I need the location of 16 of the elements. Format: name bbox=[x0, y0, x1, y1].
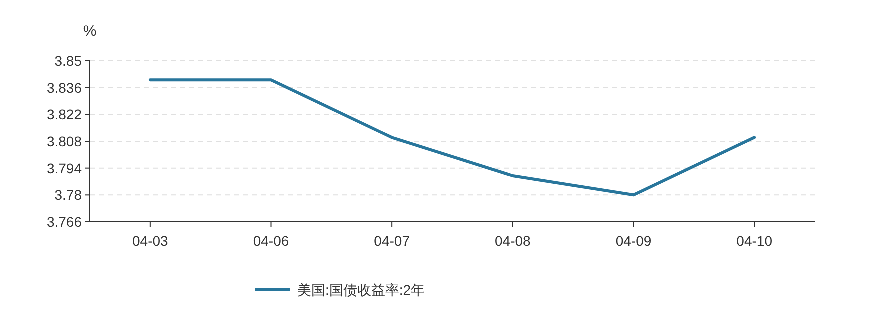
y-tick-label: 3.85 bbox=[54, 53, 82, 69]
y-tick-label: 3.78 bbox=[54, 187, 82, 204]
line-series bbox=[148, 78, 756, 197]
x-tick-label: 04-09 bbox=[616, 233, 652, 249]
x-tick-label: 04-07 bbox=[374, 233, 410, 249]
x-tick-label: 04-08 bbox=[495, 233, 532, 249]
y-tick-label: 3.822 bbox=[46, 106, 82, 123]
x-tick-label: 04-03 bbox=[132, 233, 169, 249]
y-tick-label: 3.794 bbox=[46, 160, 82, 176]
x-tick-label: 04-06 bbox=[253, 233, 290, 249]
legend-label: 美国:国债收益率:2年 bbox=[298, 282, 426, 298]
x-tick-label: 04-10 bbox=[736, 233, 773, 249]
y-tick-label: 3.808 bbox=[46, 134, 82, 150]
y-tick-label: 3.766 bbox=[46, 214, 82, 230]
y-tick-label: 3.836 bbox=[46, 80, 82, 96]
y-axis-title: % bbox=[83, 23, 97, 40]
